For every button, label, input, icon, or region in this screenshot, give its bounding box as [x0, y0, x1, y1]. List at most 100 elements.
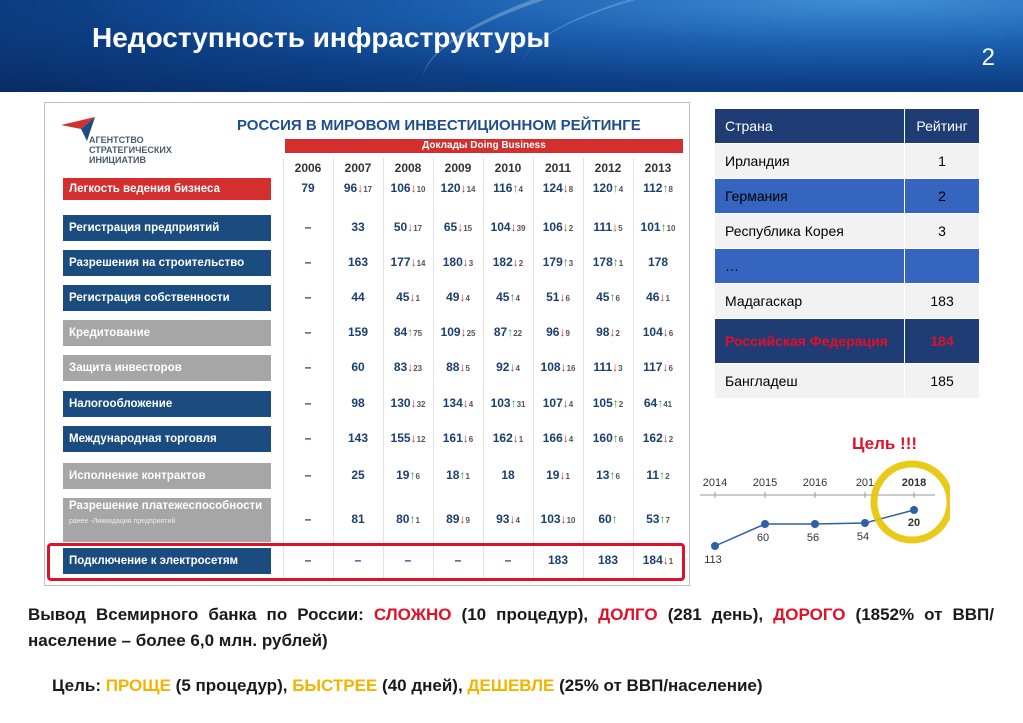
rank-change: 1 [415, 294, 420, 303]
year-header: 2008 [394, 161, 422, 175]
conclusion-text: (1852% от ВВП/население – более 6,0 млн.… [28, 605, 994, 650]
data-label: 54 [857, 531, 869, 543]
data-point [910, 506, 918, 514]
conclusion-text: (281 день), [657, 605, 774, 624]
arrow-down-icon: ↓ [459, 512, 466, 526]
arrow-up-icon: ↑ [612, 396, 619, 410]
rank-change: 4 [568, 435, 574, 444]
arrow-down-icon: ↓ [410, 255, 417, 269]
rank-value: 103 [540, 512, 561, 526]
arrow-up-icon: ↑ [612, 181, 619, 195]
arrow-up-icon: ↑ [659, 468, 666, 482]
column-separator [383, 158, 384, 578]
rank-value: 124 [542, 181, 563, 195]
rank-change: 5 [618, 224, 623, 233]
rank-value: – [304, 360, 312, 374]
rank-change: 14 [416, 259, 426, 268]
rank-value: 45 [496, 290, 510, 304]
rank-value-cell: 104↓6 [633, 325, 683, 339]
rank-change: 6 [615, 294, 620, 303]
column-separator [483, 158, 484, 578]
year-header: 2009 [444, 161, 472, 175]
rank-value-cell: – [483, 553, 533, 567]
rank-value-cell: 105↑2 [583, 396, 633, 410]
rank-value-cell: 108↓16 [533, 360, 583, 374]
rank-change: 4 [515, 516, 520, 525]
year-header: 2006 [294, 161, 322, 175]
x-tick-label: 2018 [902, 477, 926, 489]
rank-value: 46 [646, 290, 660, 304]
rank-value: 109 [440, 325, 461, 339]
arrow-down-icon: ↓ [462, 431, 469, 445]
arrow-down-icon: ↓ [462, 255, 469, 269]
rank-value: 18 [501, 468, 515, 482]
rank-change: 2 [518, 259, 524, 268]
country-cell: Бангладеш [713, 363, 906, 399]
goal-faster: БЫСТРЕЕ [292, 676, 378, 695]
rank-value: – [304, 512, 312, 526]
arrow-down-icon: ↓ [659, 290, 666, 304]
rank-value: 143 [347, 431, 369, 445]
rank-change: 75 [413, 329, 423, 338]
rank-value: – [454, 553, 462, 567]
rank-value: – [504, 553, 512, 567]
rank-change: 4 [568, 400, 574, 409]
doing-business-bar: Доклады Doing Business [285, 139, 683, 153]
rank-value-cell: 19↑6 [383, 468, 433, 482]
arrow-up-icon: ↑ [657, 396, 664, 410]
data-point [711, 542, 719, 550]
country-cell: Российская Федерация [713, 318, 906, 364]
arrow-up-icon: ↑ [409, 512, 416, 526]
goal-text: Цель: [52, 676, 106, 695]
rank-value-cell: 45↑4 [483, 290, 533, 304]
conclusion-expensive: ДОРОГО [773, 605, 846, 624]
rank-value-cell: 44 [333, 290, 383, 304]
rank-value-cell: 80↑1 [383, 512, 433, 526]
conclusion-text: (10 процедур), [451, 605, 599, 624]
rank-value: – [354, 553, 362, 567]
rank-value: 98 [351, 396, 365, 410]
rank-value-cell: 183 [583, 553, 633, 567]
arrow-up-icon: ↑ [409, 468, 416, 482]
country-cell: Республика Корея [713, 213, 906, 249]
rank-value: 64 [643, 396, 658, 410]
rank-value: – [304, 325, 312, 339]
rank-value: 120 [440, 181, 461, 195]
rank-value: 60 [351, 360, 365, 374]
rank-cell: 3 [904, 213, 980, 249]
page-number: 2 [981, 44, 995, 71]
arrow-down-icon: ↓ [562, 181, 569, 195]
rank-change: 1 [518, 435, 524, 444]
year-header: 2007 [344, 161, 372, 175]
rank-value-cell: 120↓14 [433, 181, 483, 195]
rank-change: 2 [618, 400, 624, 409]
rank-change: 2 [615, 329, 620, 338]
rank-cell: 183 [904, 283, 980, 319]
indicator-label: Налогообложение [63, 391, 271, 417]
indicator-label: Кредитование [63, 320, 271, 346]
country-ranking-table: Страна Рейтинг Ирландия 1 Германия 2 Респу… [713, 108, 980, 399]
rank-value: 51 [546, 290, 560, 304]
rank-change: 4 [515, 364, 520, 373]
rank-value-cell: 163 [333, 255, 383, 269]
rank-value: 159 [347, 325, 369, 339]
arrow-down-icon: ↓ [559, 290, 566, 304]
rank-value: 18 [446, 468, 460, 482]
data-label: 56 [807, 532, 819, 544]
rank-value-cell: 96↓17 [333, 181, 383, 195]
rank-value-cell: 18 [483, 468, 533, 482]
rank-change: 7 [665, 516, 670, 525]
rank-value-cell: – [283, 396, 333, 410]
rank-value: 160 [592, 431, 613, 445]
rank-value-cell: 60 [333, 360, 383, 374]
arrow-down-icon: ↓ [357, 181, 364, 195]
rank-change: 6 [618, 435, 624, 444]
arrow-down-icon: ↓ [407, 360, 414, 374]
rank-value: 45 [596, 290, 610, 304]
rank-value-cell: 143 [333, 431, 383, 445]
conclusion-text: Вывод Всемирного банка по России: [28, 605, 374, 624]
arrow-down-icon: ↓ [662, 325, 669, 339]
rank-value-cell: 92↓4 [483, 360, 533, 374]
arrow-down-icon: ↓ [460, 181, 467, 195]
rank-change: 17 [363, 185, 373, 194]
